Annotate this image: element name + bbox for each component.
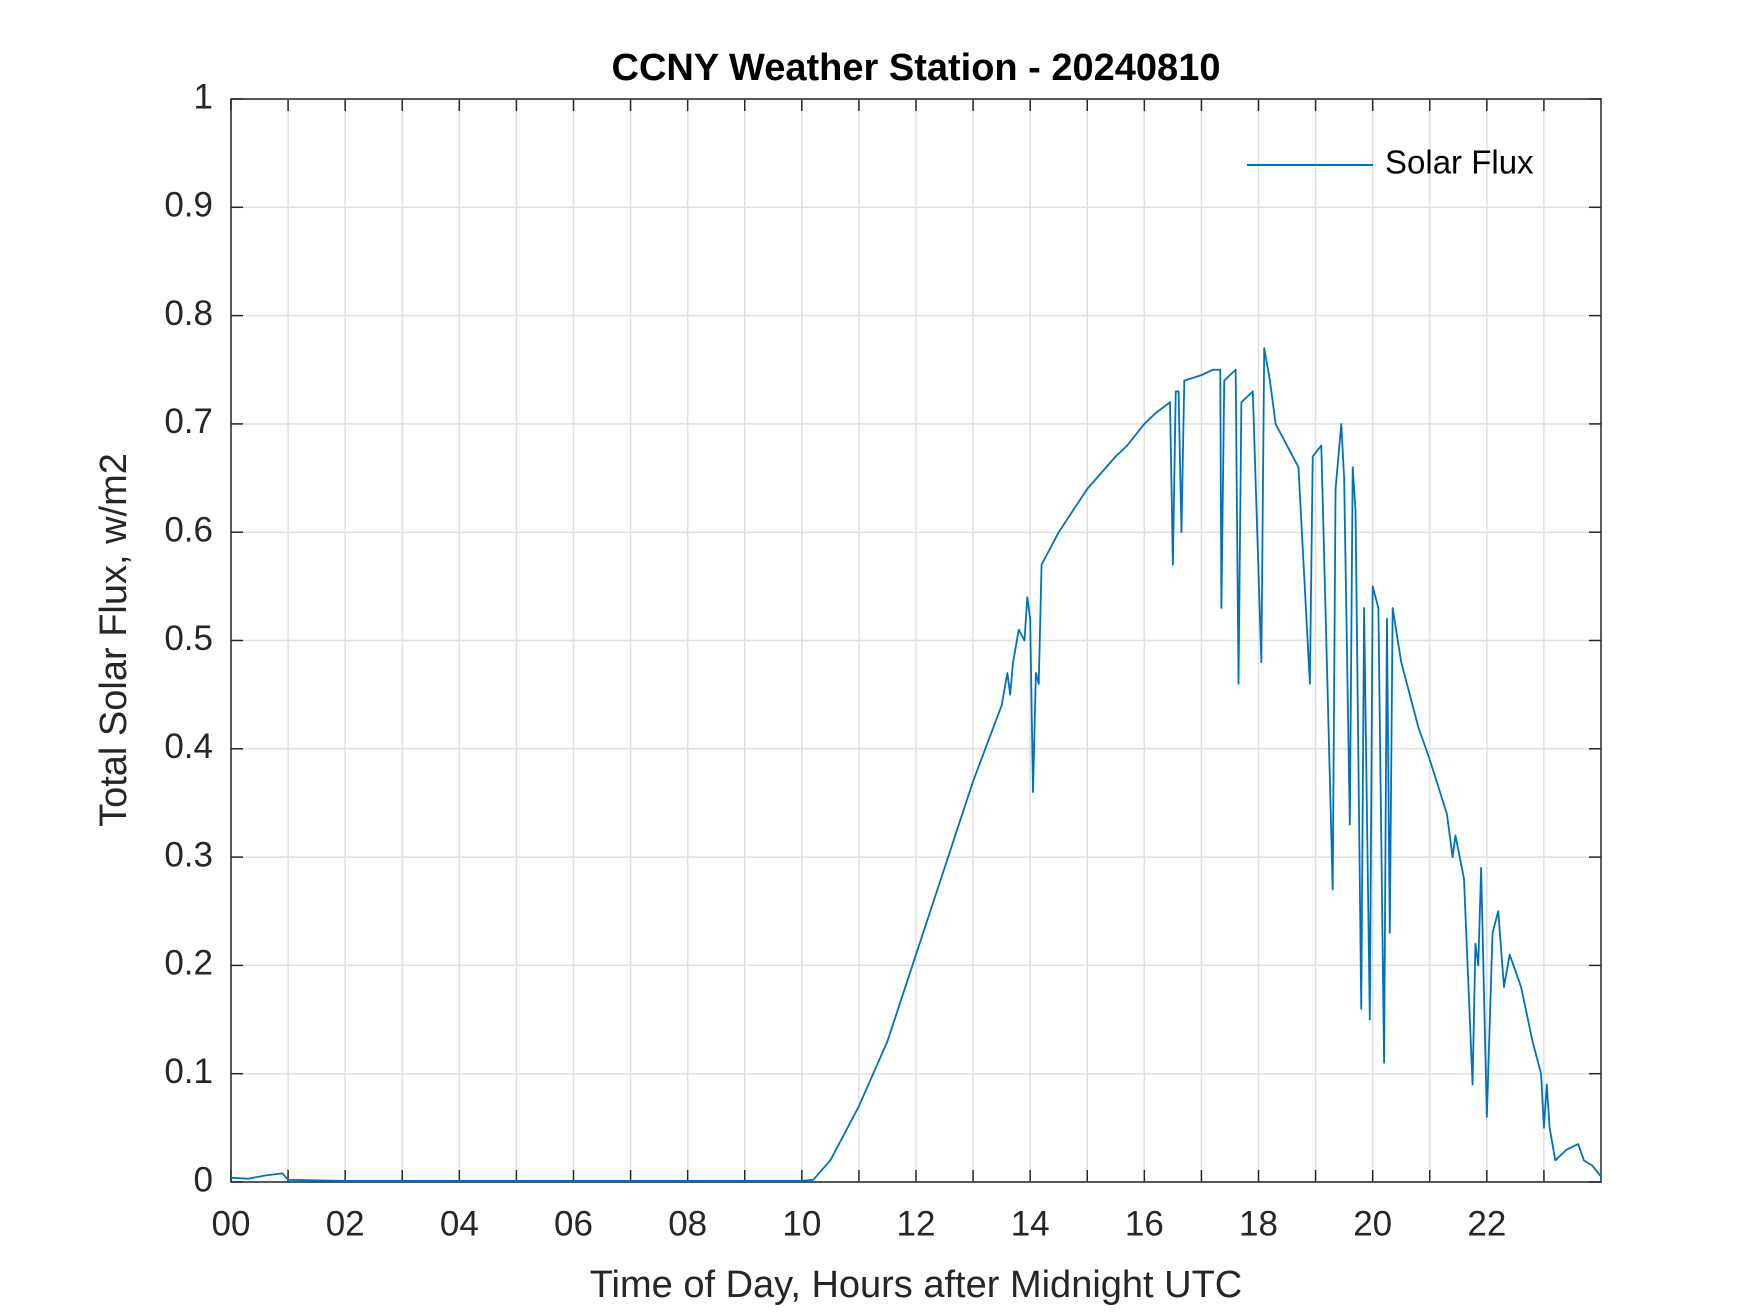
x-tick-label: 00 [212,1204,251,1243]
y-tick-label: 0.9 [164,186,213,225]
x-tick-label: 18 [1239,1204,1278,1243]
x-tick-label: 08 [668,1204,707,1243]
plot-frame [230,98,1602,1183]
x-tick-label: 14 [1011,1204,1050,1243]
y-axis-label: Total Solar Flux, w/m2 [93,453,135,827]
y-tick-label: 0.5 [164,619,213,658]
data-line [230,347,1602,1182]
y-tick-label: 0.1 [164,1052,213,1091]
y-tick-label: 0 [194,1160,213,1199]
y-tick-label: 0.4 [164,727,213,766]
legend-label: Solar Flux [1385,144,1534,181]
y-tick-label: 0.8 [164,294,213,333]
chart-title: CCNY Weather Station - 20240810 [612,47,1221,89]
x-axis-label: Time of Day, Hours after Midnight UTC [590,1264,1243,1306]
x-tick-label: 04 [440,1204,479,1243]
y-tick-label: 0.6 [164,510,213,549]
y-tick-label: 1 [194,77,213,116]
x-tick-label: 10 [782,1204,821,1243]
y-tick-label: 0.7 [164,402,213,441]
x-tick-label: 12 [897,1204,936,1243]
y-tick-label: 0.3 [164,835,213,874]
y-tick-label: 0.2 [164,944,213,983]
x-tick-label: 02 [326,1204,365,1243]
x-tick-label: 22 [1467,1204,1506,1243]
x-tick-label: 20 [1353,1204,1392,1243]
x-tick-label: 06 [554,1204,593,1243]
x-tick-label: 16 [1125,1204,1164,1243]
